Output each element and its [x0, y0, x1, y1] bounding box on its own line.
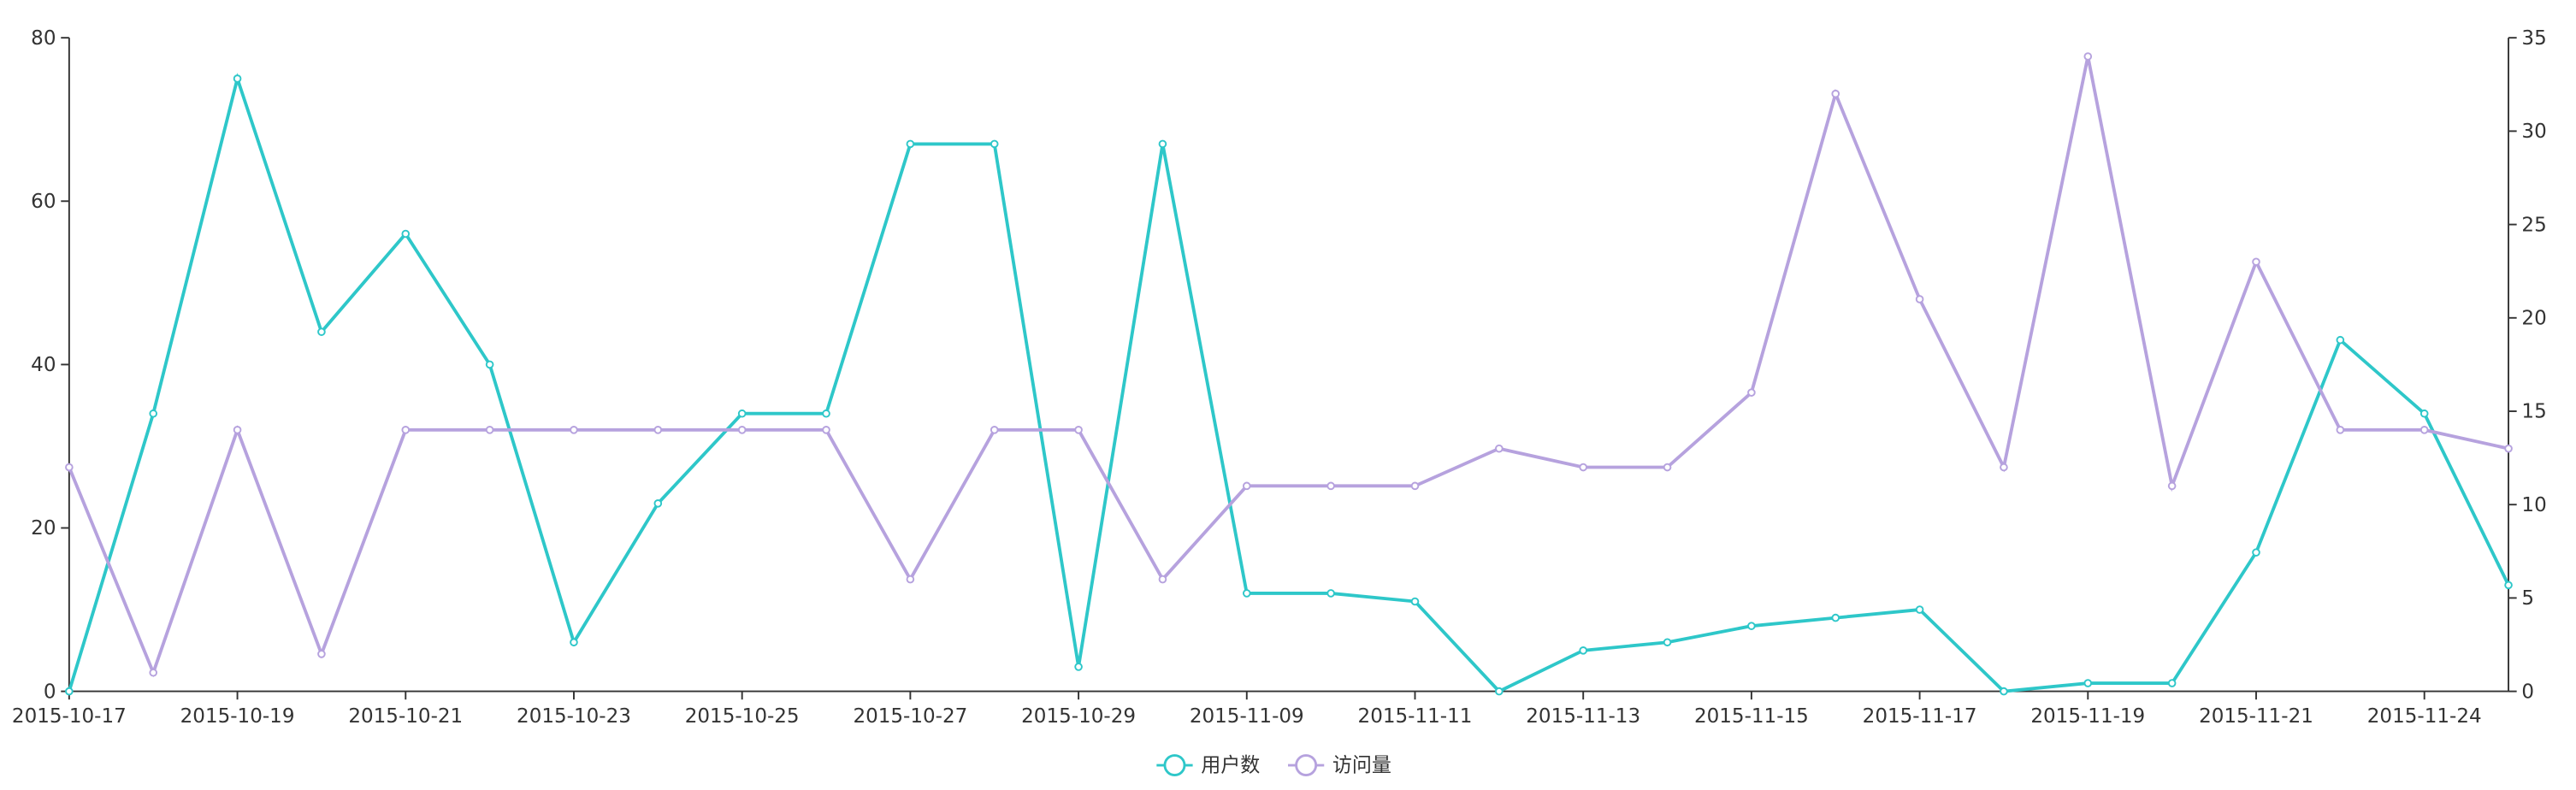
point	[570, 638, 578, 647]
point	[1410, 481, 1420, 491]
point	[1663, 463, 1672, 472]
x-tick-label: 2015-11-21	[2199, 705, 2313, 728]
point	[1242, 589, 1251, 598]
point	[1495, 687, 1504, 696]
legend-label[interactable]: 用户数	[1201, 755, 1260, 777]
point	[65, 687, 74, 696]
point	[653, 426, 663, 434]
point	[990, 426, 999, 434]
point	[1410, 597, 1420, 606]
point	[570, 426, 578, 434]
y-tick-label: 60	[31, 191, 56, 213]
point	[906, 575, 915, 584]
point	[2000, 463, 2008, 472]
point	[317, 327, 326, 336]
y2-tick-label: 5	[2521, 587, 2534, 610]
y2-tick-label: 30	[2521, 121, 2546, 143]
y2-tick-label: 35	[2521, 27, 2546, 50]
x-tick-label: 2015-11-11	[1358, 705, 1473, 728]
y2-tick-label: 25	[2521, 214, 2546, 236]
point	[2336, 335, 2345, 345]
x-tick-label: 2015-10-29	[1021, 705, 1136, 728]
y2-tick-label: 15	[2521, 401, 2546, 423]
point	[1579, 463, 1587, 472]
point	[401, 426, 411, 434]
y2-tick-label: 0	[2521, 681, 2534, 703]
legend-symbol	[1163, 754, 1186, 776]
point	[1747, 622, 1756, 630]
point	[653, 499, 663, 508]
point	[149, 409, 158, 418]
point	[233, 74, 242, 83]
point	[1915, 605, 1924, 614]
x-tick-label: 2015-10-21	[348, 705, 463, 728]
y-tick-label: 20	[31, 517, 56, 539]
x-tick-label: 2015-11-17	[1863, 705, 1977, 728]
y2-tick-label: 20	[2521, 307, 2546, 329]
point	[737, 409, 747, 418]
point	[1158, 139, 1167, 149]
point	[990, 139, 999, 149]
point	[1074, 663, 1083, 671]
point	[2252, 548, 2260, 557]
point	[1158, 575, 1167, 584]
series-line	[68, 73, 2510, 693]
point	[1242, 481, 1251, 491]
series-line	[68, 56, 2509, 678]
point	[2000, 687, 2008, 696]
y-tick-label: 80	[31, 27, 56, 50]
y-tick-label: 0	[44, 681, 56, 703]
point	[2419, 409, 2429, 418]
point	[317, 650, 326, 658]
point	[906, 139, 915, 149]
legend-symbol	[1295, 754, 1318, 776]
y2-tick-label: 10	[2521, 494, 2546, 516]
point	[485, 360, 494, 369]
point	[1326, 481, 1335, 491]
point	[485, 426, 494, 434]
point	[2083, 679, 2093, 687]
point	[1915, 295, 1924, 304]
point	[2336, 426, 2345, 434]
x-tick-label: 2015-10-19	[180, 705, 295, 728]
point	[401, 229, 411, 239]
x-tick-label: 2015-11-19	[2030, 705, 2145, 728]
legend-label[interactable]: 访问量	[1332, 755, 1391, 777]
point	[822, 426, 830, 434]
x-tick-label: 2015-11-09	[1190, 705, 1304, 728]
point	[1663, 638, 1672, 647]
point	[2252, 257, 2260, 267]
point	[149, 668, 158, 677]
point	[233, 426, 242, 434]
point	[2504, 581, 2513, 590]
x-tick-label: 2015-10-27	[853, 705, 967, 728]
point	[2167, 679, 2177, 687]
point	[822, 409, 830, 418]
x-tick-label: 2015-11-13	[1526, 705, 1640, 728]
point	[2167, 481, 2177, 491]
x-tick-label: 2015-10-17	[12, 705, 127, 728]
point	[2419, 426, 2429, 434]
x-tick-label: 2015-11-24	[2367, 705, 2482, 728]
point	[1074, 426, 1083, 434]
x-tick-label: 2015-11-15	[1694, 705, 1809, 728]
point	[1747, 388, 1756, 397]
point	[1495, 444, 1504, 453]
point	[737, 426, 747, 434]
point	[2083, 52, 2093, 61]
point	[1579, 646, 1587, 655]
x-tick-label: 2015-10-23	[517, 705, 631, 728]
point	[1831, 89, 1840, 98]
x-tick-label: 2015-10-25	[685, 705, 800, 728]
point	[2504, 444, 2513, 453]
point	[1831, 613, 1840, 622]
point	[65, 463, 74, 472]
point	[1326, 589, 1335, 598]
y-tick-label: 40	[31, 354, 56, 376]
